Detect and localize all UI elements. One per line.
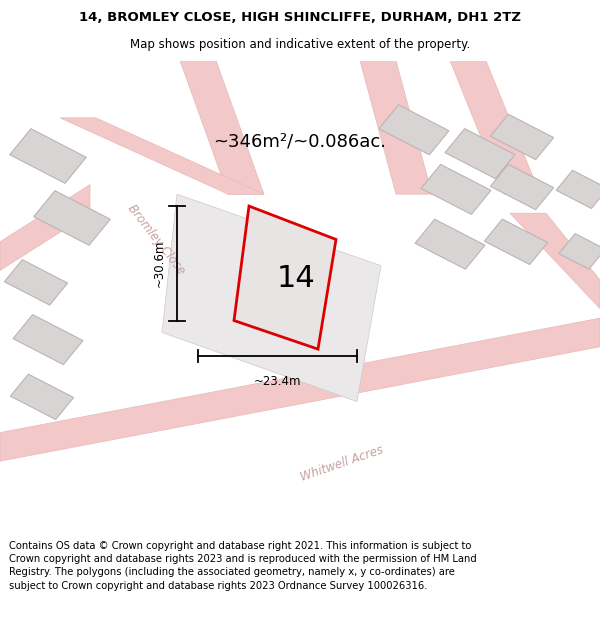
- Polygon shape: [0, 184, 90, 271]
- Text: ~23.4m: ~23.4m: [254, 376, 301, 388]
- Polygon shape: [234, 206, 336, 349]
- Polygon shape: [450, 61, 540, 194]
- Bar: [4, 259, 68, 305]
- Polygon shape: [360, 61, 432, 194]
- Text: Whitwell Acres: Whitwell Acres: [299, 443, 385, 484]
- Bar: [10, 374, 74, 419]
- Polygon shape: [510, 213, 600, 309]
- Bar: [445, 129, 515, 179]
- Polygon shape: [162, 194, 381, 402]
- Bar: [490, 114, 554, 159]
- Polygon shape: [180, 61, 264, 194]
- Bar: [34, 191, 110, 245]
- Text: 14, BROMLEY CLOSE, HIGH SHINCLIFFE, DURHAM, DH1 2TZ: 14, BROMLEY CLOSE, HIGH SHINCLIFFE, DURH…: [79, 11, 521, 24]
- Bar: [556, 170, 600, 209]
- Text: 14: 14: [277, 264, 316, 293]
- Bar: [10, 129, 86, 183]
- Text: Contains OS data © Crown copyright and database right 2021. This information is : Contains OS data © Crown copyright and d…: [9, 541, 477, 591]
- Text: ~30.6m: ~30.6m: [153, 239, 166, 287]
- Text: ~346m²/~0.086ac.: ~346m²/~0.086ac.: [214, 132, 386, 151]
- Bar: [379, 105, 449, 155]
- Bar: [559, 234, 600, 269]
- Bar: [415, 219, 485, 269]
- Bar: [421, 164, 491, 214]
- Bar: [490, 164, 554, 209]
- Bar: [13, 314, 83, 364]
- Polygon shape: [0, 318, 600, 461]
- Text: Bromley Close: Bromley Close: [125, 202, 187, 277]
- Polygon shape: [60, 118, 264, 194]
- Text: Map shows position and indicative extent of the property.: Map shows position and indicative extent…: [130, 38, 470, 51]
- Bar: [484, 219, 548, 264]
